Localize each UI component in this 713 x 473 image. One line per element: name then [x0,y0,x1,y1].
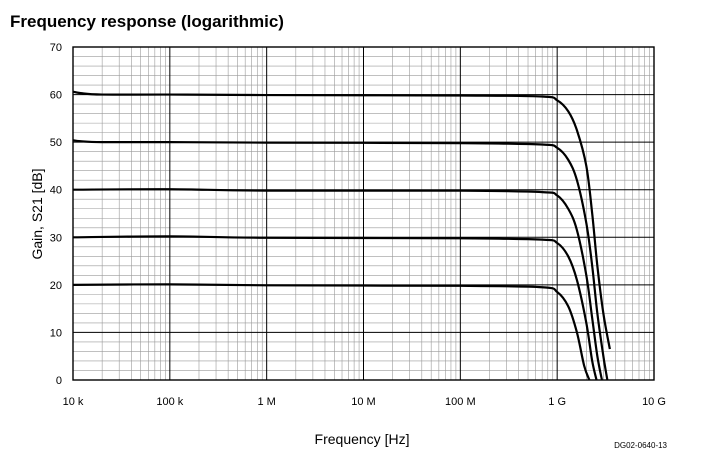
x-tick-label: 1 G [548,396,566,408]
x-tick-labels: 10 k 100 k 1 M 10 M 100 M 1 G 10 G [63,396,666,408]
series-line-20-db [72,283,591,381]
x-tick-label: 1 M [257,396,275,408]
series-layer [72,90,611,381]
y-tick-label: 20 [50,280,62,292]
y-tick-label: 50 [50,137,62,149]
series-line-30-db [72,235,598,381]
y-tick-label: 70 [50,42,62,54]
x-tick-label: 100 k [156,396,183,408]
plot-frame [72,46,655,381]
figure-code: DG02-0640-13 [614,441,667,450]
x-tick-label: 10 M [351,396,375,408]
x-tick-label: 10 k [63,396,84,408]
x-tick-label: 10 G [642,396,666,408]
y-tick-label: 40 [50,185,62,197]
series-line-50-db [72,139,609,381]
chart-title: Frequency response (logarithmic) [10,12,284,31]
x-axis-label: Frequency [Hz] [315,431,410,447]
y-tick-label: 10 [50,327,62,339]
series-line-40-db [72,188,604,381]
y-tick-label: 60 [50,90,62,102]
y-tick-labels: 0 10 20 30 40 50 60 70 [50,42,62,387]
x-tick-label: 100 M [445,396,476,408]
y-axis-label: Gain, S21 [dB] [29,168,45,259]
y-tick-label: 30 [50,232,62,244]
series-line-60-db [72,90,611,350]
y-tick-label: 0 [56,375,62,387]
